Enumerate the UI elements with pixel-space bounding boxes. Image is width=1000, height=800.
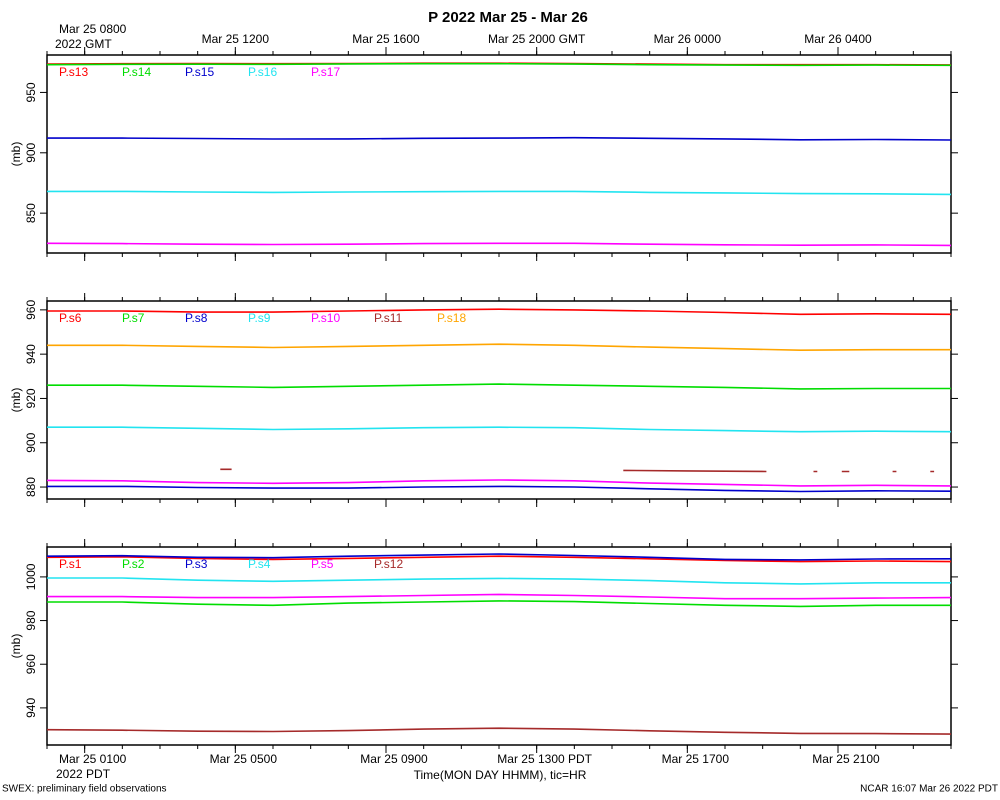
footer-right: NCAR 16:07 Mar 26 2022 PDT — [860, 784, 998, 795]
series-line — [46, 553, 952, 561]
x2-tick-label: Mar 25 0800 — [59, 22, 127, 36]
y-tick-label: 1000 — [24, 563, 38, 590]
legend-entry: P.s8 — [185, 311, 208, 325]
series-line — [47, 136, 952, 141]
x-tick-label: Mar 25 0900 — [360, 752, 428, 766]
x-axis-label: Time(MON DAY HHMM), tic=HR — [414, 768, 587, 782]
series-line — [47, 577, 951, 585]
series-line — [47, 485, 952, 493]
y-tick-label: 880 — [24, 477, 38, 497]
plot-frame — [46, 300, 952, 500]
series-line — [47, 190, 952, 196]
legend-entry: P.s3 — [185, 557, 208, 571]
legend-entry: P.s4 — [248, 557, 271, 571]
legend-entry: P.s7 — [122, 311, 145, 325]
series-line — [46, 62, 952, 67]
series-line — [220, 468, 935, 473]
legend-entry: P.s5 — [311, 557, 334, 571]
y-axis-label: (mb) — [9, 142, 23, 167]
y-axis-label: (mb) — [9, 634, 23, 659]
legend-entry: P.s11 — [374, 311, 403, 325]
x-tick-label: Mar 25 0500 — [210, 752, 278, 766]
legend-entry: P.s6 — [59, 311, 82, 325]
series-line — [47, 426, 952, 433]
plot-frame — [46, 54, 952, 254]
legend-entry: P.s15 — [185, 65, 214, 79]
y-tick-label: 940 — [24, 698, 38, 718]
y-tick-label: 920 — [24, 388, 38, 408]
footer-left: SWEX: preliminary field observations — [2, 784, 167, 795]
series-line — [46, 479, 952, 487]
series-line — [46, 242, 952, 247]
x-tick-label: Mar 25 0100 — [59, 752, 127, 766]
legend-entry: P.s13 — [59, 65, 88, 79]
x-unit-label: 2022 PDT — [56, 767, 111, 781]
series-line — [47, 383, 951, 390]
y-tick-label: 900 — [24, 142, 38, 162]
legend-entry: P.s2 — [122, 557, 145, 571]
legend-entry: P.s18 — [437, 311, 466, 325]
x2-tick-label: Mar 25 2000 GMT — [488, 32, 586, 46]
series-line — [47, 593, 952, 600]
legend-entry: P.s12 — [374, 557, 403, 571]
y-tick-label: 900 — [24, 432, 38, 452]
x2-tick-label: Mar 26 0400 — [804, 32, 872, 46]
y-tick-label: 960 — [24, 300, 38, 320]
legend-entry: P.s9 — [248, 311, 271, 325]
legend-entry: P.s14 — [122, 65, 151, 79]
plot-frame — [46, 546, 952, 746]
x2-unit-label: 2022 GMT — [55, 37, 112, 51]
x2-tick-label: Mar 25 1200 — [202, 32, 270, 46]
x2-tick-label: Mar 25 1600 — [352, 32, 420, 46]
y-tick-label: 850 — [24, 203, 38, 223]
x-tick-label: Mar 25 1700 — [662, 752, 730, 766]
y-tick-label: 950 — [24, 82, 38, 102]
series-line — [47, 343, 951, 352]
x2-tick-label: Mar 26 0000 — [654, 32, 722, 46]
legend-entry: P.s17 — [311, 65, 340, 79]
x-tick-label: Mar 25 1300 PDT — [497, 752, 592, 766]
series-line — [47, 600, 951, 608]
x-tick-label: Mar 25 2100 — [812, 752, 880, 766]
series-line — [47, 308, 952, 316]
series-line — [46, 727, 952, 735]
series-line — [46, 555, 952, 563]
y-tick-label: 940 — [24, 344, 38, 364]
chart-title: P 2022 Mar 25 - Mar 26 — [428, 9, 588, 26]
legend-entry: P.s1 — [59, 557, 82, 571]
legend-entry: P.s10 — [311, 311, 340, 325]
legend-entry: P.s16 — [248, 65, 277, 79]
y-axis-label: (mb) — [9, 388, 23, 413]
y-tick-label: 980 — [24, 610, 38, 630]
y-tick-label: 960 — [24, 654, 38, 674]
